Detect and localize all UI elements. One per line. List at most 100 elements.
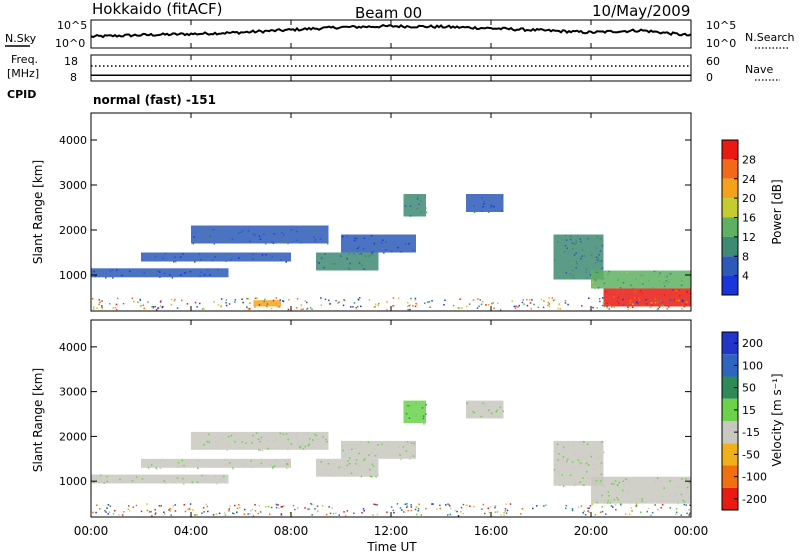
heatmap-speck [174, 298, 176, 301]
heatmap-speck [514, 307, 517, 310]
heatmap-speck [471, 414, 473, 416]
heatmap-speck [515, 305, 517, 308]
heatmap-speck [497, 302, 499, 304]
heatmap-speck [630, 284, 632, 286]
heatmap-speck [252, 233, 254, 235]
heatmap-speck [245, 442, 247, 444]
heatmap-speck [302, 448, 305, 450]
heatmap-speck [606, 302, 608, 304]
heatmap-speck [517, 306, 519, 308]
heatmap-speck [279, 299, 281, 301]
heatmap-speck [311, 514, 313, 516]
heatmap-speck [622, 489, 624, 492]
heatmap-speck [196, 481, 199, 483]
heatmap-speck [407, 302, 409, 304]
heatmap-speck [225, 299, 228, 301]
heatmap-speck [683, 501, 686, 503]
heatmap-speck [377, 304, 379, 307]
heatmap-speck [225, 260, 227, 262]
heatmap-speck [280, 514, 283, 516]
heatmap-speck [194, 261, 196, 263]
heatmap-speck [554, 299, 556, 301]
heatmap-speck [617, 279, 619, 281]
heatmap-speck [261, 449, 264, 452]
heatmap-speck [400, 251, 402, 253]
heatmap-speck [415, 413, 418, 416]
heatmap-speck [252, 514, 255, 517]
heatmap-speck [680, 514, 682, 516]
heatmap-speck [282, 300, 284, 302]
heatmap-speck [287, 308, 290, 311]
heatmap-speck [183, 464, 185, 467]
heatmap-speck [629, 302, 632, 304]
heatmap-speck [265, 242, 267, 245]
heatmap-speck [193, 236, 195, 238]
heatmap-speck [220, 305, 222, 307]
heatmap-speck [665, 280, 668, 282]
heatmap-speck [576, 482, 579, 484]
heatmap-speck [409, 304, 411, 306]
heatmap-speck [282, 300, 285, 303]
heatmap-speck [349, 457, 351, 459]
heatmap-speck [275, 506, 278, 509]
heatmap-speck [615, 509, 617, 511]
heatmap-speck [323, 266, 325, 269]
heatmap-speck [296, 298, 299, 300]
heatmap-speck [220, 298, 223, 300]
heatmap-speck [139, 298, 141, 301]
heatmap-speck [571, 262, 573, 264]
heatmap-speck [271, 506, 273, 509]
heatmap-speck [642, 274, 644, 277]
heatmap-speck [367, 441, 370, 443]
heatmap-speck [372, 465, 375, 467]
heatmap-speck [493, 307, 495, 310]
heatmap-speck [594, 287, 596, 289]
heatmap-speck [163, 511, 165, 513]
heatmap-speck [349, 268, 351, 270]
heatmap-speck [496, 511, 499, 513]
heatmap-speck [408, 417, 411, 419]
heatmap-speck [657, 301, 659, 303]
heatmap-speck [664, 304, 667, 307]
heatmap-speck [552, 299, 555, 302]
heatmap-speck [152, 252, 155, 255]
heatmap-speck [588, 297, 590, 299]
heatmap-speck [344, 468, 347, 470]
heatmap-speck [601, 304, 604, 307]
heatmap-speck [685, 301, 688, 303]
heatmap-speck [282, 233, 285, 236]
heatmap-speck [571, 242, 574, 244]
heatmap-speck [610, 505, 613, 507]
heatmap-speck [661, 303, 663, 306]
heatmap-speck [122, 302, 125, 305]
heatmap-speck [575, 261, 578, 263]
heatmap-speck [201, 259, 203, 262]
heatmap-speck [254, 255, 256, 257]
heatmap-speck [573, 254, 576, 256]
heatmap-speck [423, 423, 425, 425]
heatmap-speck [414, 305, 417, 308]
heatmap-speck [275, 503, 278, 506]
heatmap-speck [688, 482, 691, 484]
heatmap-speck [99, 474, 102, 477]
heatmap-speck [415, 302, 417, 305]
heatmap-region-10 [603, 288, 691, 307]
heatmap-speck [221, 477, 224, 479]
heatmap-speck [236, 511, 238, 513]
heatmap-speck [420, 514, 423, 516]
heatmap-region-5 [341, 234, 416, 253]
heatmap-speck [284, 257, 287, 259]
heatmap-speck [235, 231, 237, 233]
heatmap-speck [164, 482, 167, 484]
heatmap-speck [647, 507, 650, 510]
heatmap-speck [321, 504, 324, 507]
heatmap-speck [267, 447, 270, 450]
heatmap-speck [129, 479, 132, 481]
heatmap-region-9 [591, 270, 691, 289]
heatmap-speck [115, 303, 118, 306]
heatmap-speck [160, 300, 162, 302]
heatmap-speck [324, 253, 326, 255]
heatmap-speck [326, 263, 328, 265]
heatmap-speck [354, 447, 357, 450]
heatmap-speck [676, 500, 679, 503]
